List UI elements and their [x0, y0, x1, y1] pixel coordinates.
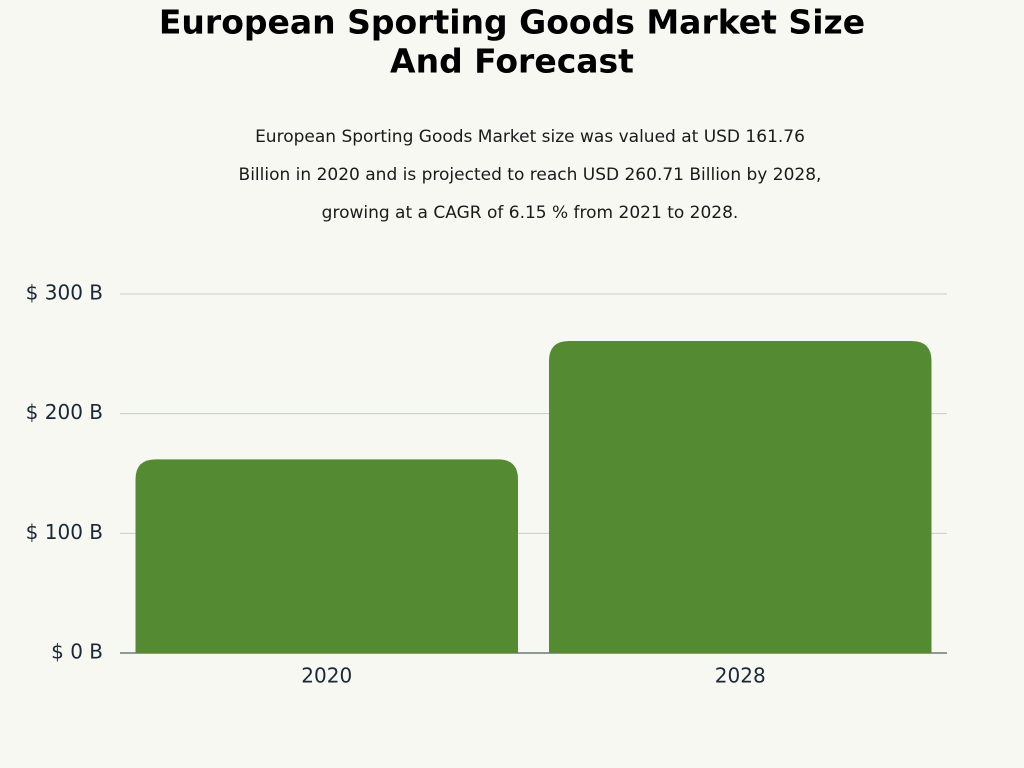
- bar: [135, 459, 518, 653]
- subtitle: European Sporting Goods Market size was …: [255, 127, 805, 147]
- x-tick-label: 2020: [301, 664, 352, 688]
- y-tick-label: $ 100 B: [26, 520, 103, 544]
- y-tick-label: $ 0 B: [51, 640, 103, 664]
- y-tick-label: $ 200 B: [26, 400, 103, 424]
- chart-title: European Sporting Goods Market Size: [159, 3, 865, 42]
- subtitle: growing at a CAGR of 6.15 % from 2021 to…: [322, 203, 739, 223]
- chart-title: And Forecast: [390, 42, 634, 81]
- y-tick-label: $ 300 B: [26, 281, 103, 305]
- subtitle: Billion in 2020 and is projected to reac…: [239, 165, 822, 185]
- bar: [549, 341, 932, 653]
- x-tick-label: 2028: [715, 664, 766, 688]
